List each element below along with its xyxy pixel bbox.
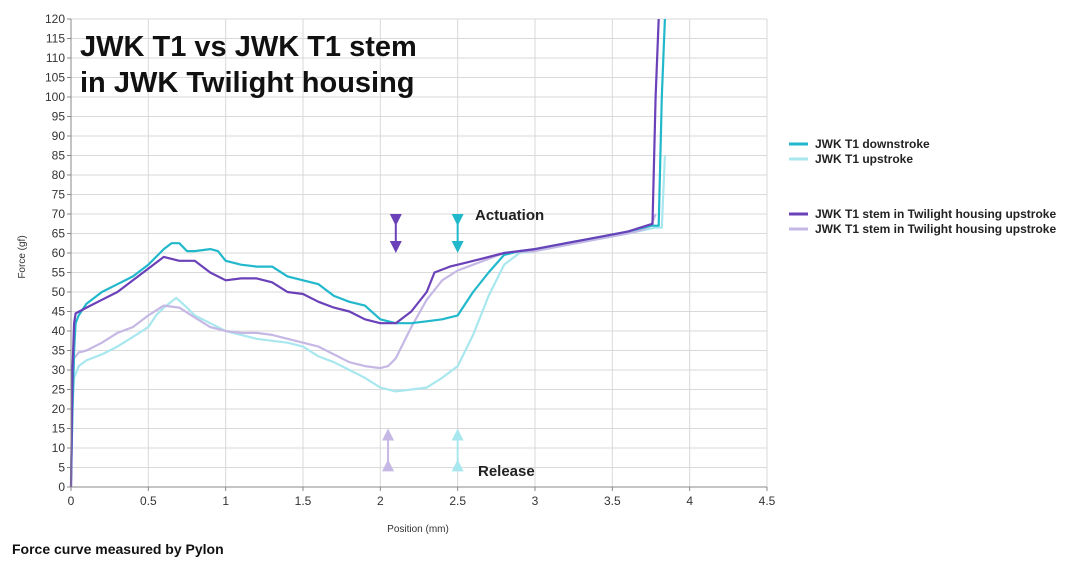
chart-title-line-2: in JWK Twilight housing bbox=[80, 67, 415, 99]
y-tick-label: 70 bbox=[52, 207, 66, 221]
legend: JWK T1 downstroke JWK T1 upstroke JWK T1… bbox=[789, 137, 1056, 236]
release-arrow-t1 bbox=[451, 428, 464, 472]
y-tick-label: 10 bbox=[52, 441, 66, 455]
legend-label-stem-upstroke-dark: JWK T1 stem in Twilight housing upstroke bbox=[815, 207, 1056, 221]
chart-axes bbox=[70, 19, 767, 488]
series-line-stem-upstroke-dark bbox=[69, 18, 660, 488]
y-tick-label: 115 bbox=[46, 32, 65, 46]
release-label: Release bbox=[478, 463, 535, 480]
y-tick-label: 55 bbox=[52, 266, 66, 280]
x-tick-label: 4.5 bbox=[759, 494, 776, 508]
y-tick-label: 5 bbox=[58, 461, 65, 475]
footer-caption: Force curve measured by Pylon bbox=[12, 541, 224, 557]
y-tick-label: 65 bbox=[52, 227, 66, 241]
y-axis-ticks: 0 5 10 15 20 25 30 35 40 45 50 55 60 65 70 75 80 85 90 95 10… bbox=[45, 12, 71, 494]
x-tick-label: 4 bbox=[686, 494, 693, 508]
chart-grid bbox=[70, 18, 768, 488]
legend-label-stem-upstroke-light: JWK T1 stem in Twilight housing upstroke bbox=[815, 222, 1056, 236]
series-line-t1-upstroke bbox=[69, 155, 666, 488]
y-tick-label: 85 bbox=[52, 149, 66, 163]
y-tick-label: 95 bbox=[52, 110, 66, 124]
x-tick-label: 0.5 bbox=[140, 494, 157, 508]
y-tick-label: 100 bbox=[45, 90, 65, 104]
y-tick-label: 90 bbox=[52, 129, 66, 143]
y-tick-label: 20 bbox=[52, 402, 66, 416]
y-tick-label: 110 bbox=[46, 51, 65, 65]
force-curve-chart: 0510152025303540455055606570758085909510… bbox=[17, 12, 1056, 535]
y-tick-label: 15 bbox=[52, 422, 66, 436]
x-axis-label: Position (mm) bbox=[387, 524, 449, 535]
y-tick-label: 80 bbox=[52, 168, 66, 182]
x-tick-label: 2 bbox=[377, 494, 384, 508]
y-tick-label: 120 bbox=[45, 12, 65, 26]
series-lines bbox=[69, 18, 666, 488]
y-axis-label: Force (gf) bbox=[17, 235, 28, 278]
y-tick-label: 45 bbox=[52, 305, 66, 319]
y-tick-label: 75 bbox=[52, 188, 66, 202]
x-tick-label: 2.5 bbox=[449, 494, 466, 508]
actuation-arrow-stem bbox=[389, 214, 402, 253]
legend-label-t1-upstroke: JWK T1 upstroke bbox=[815, 152, 913, 166]
y-tick-label: 35 bbox=[52, 344, 66, 358]
x-tick-label: 3 bbox=[532, 494, 539, 508]
actuation-arrow-t1 bbox=[451, 214, 464, 253]
y-tick-label: 50 bbox=[52, 285, 66, 299]
chart-title-line-1: JWK T1 vs JWK T1 stem bbox=[80, 31, 417, 63]
y-tick-label: 30 bbox=[52, 363, 66, 377]
x-tick-label: 3.5 bbox=[604, 494, 621, 508]
x-axis-ticks: 0 0.5 1 1.5 2 2.5 3 3.5 4 4.5 bbox=[68, 487, 776, 508]
release-arrow-stem bbox=[382, 428, 395, 472]
y-tick-label: 105 bbox=[45, 71, 65, 85]
y-tick-label: 60 bbox=[52, 246, 66, 260]
y-tick-label: 40 bbox=[52, 324, 66, 338]
actuation-label: Actuation bbox=[475, 207, 544, 224]
x-tick-label: 1.5 bbox=[295, 494, 312, 508]
y-tick-label: 0 bbox=[58, 480, 65, 494]
x-tick-label: 1 bbox=[222, 494, 229, 508]
y-tick-label: 25 bbox=[52, 383, 66, 397]
legend-label-t1-downstroke: JWK T1 downstroke bbox=[815, 137, 930, 151]
annotation-arrows bbox=[382, 214, 464, 472]
x-tick-label: 0 bbox=[68, 494, 75, 508]
